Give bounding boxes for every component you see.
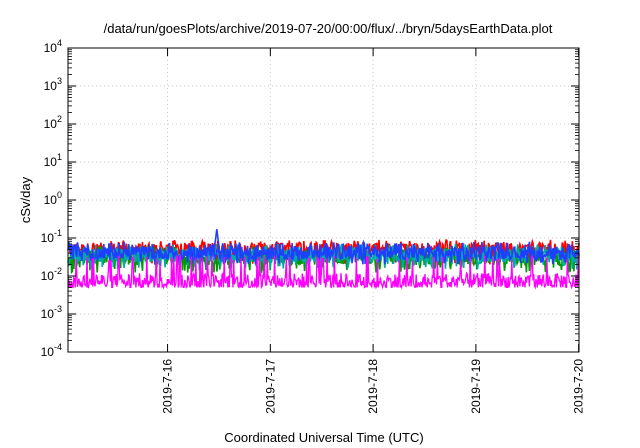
y-tick-exponent: 3 [57,76,62,86]
y-tick-base: 10 [44,41,58,55]
y-tick-exponent: -3 [54,304,62,314]
y-tick-exponent: 2 [57,114,62,124]
y-tick-exponent: -4 [54,342,62,352]
y-tick-label: 103 [44,76,62,93]
y-tick-base: 10 [44,79,58,93]
y-tick-label: 10-4 [41,342,62,359]
y-tick-base: 10 [41,269,55,283]
x-tick-label: 2019-7-17 [263,359,277,414]
x-tick-labels: 2019-7-16 2019-7-17 2019-7-18 2019-7-19 2019… [161,359,586,414]
y-tick-base: 10 [41,231,55,245]
series-spike [213,229,221,254]
series-line [67,239,580,266]
y-tick-exponent: -1 [54,228,62,238]
y-tick-base: 10 [44,117,58,131]
x-tick-label: 2019-7-16 [161,359,175,414]
y-tick-label: 10-3 [41,304,62,321]
y-tick-label: 104 [44,38,62,55]
chart-title: /data/run/goesPlots/archive/2019-07-20/0… [104,21,553,36]
y-tick-base: 10 [44,155,58,169]
y-tick-label: 100 [44,190,62,207]
y-tick-label: 10-2 [41,266,62,283]
y-tick-exponent: -2 [54,266,62,276]
y-tick-base: 10 [41,307,55,321]
y-tick-base: 10 [41,345,55,359]
y-axis-label: cSv/day [18,176,33,223]
y-tick-base: 10 [44,193,58,207]
y-tick-label: 10-1 [41,228,62,245]
y-tick-label: 102 [44,114,62,131]
series-line [67,254,580,290]
x-tick-label: 2019-7-20 [572,359,586,414]
x-tick-label: 2019-7-19 [469,359,483,414]
x-axis-label: Coordinated Universal Time (UTC) [224,430,423,445]
y-tick-exponent: 1 [57,152,62,162]
y-tick-exponent: 4 [57,38,62,48]
y-tick-exponent: 0 [57,190,62,200]
x-tick-label: 2019-7-18 [366,359,380,414]
series-layer [67,229,580,290]
ticks [68,47,580,353]
y-tick-label: 101 [44,152,62,169]
